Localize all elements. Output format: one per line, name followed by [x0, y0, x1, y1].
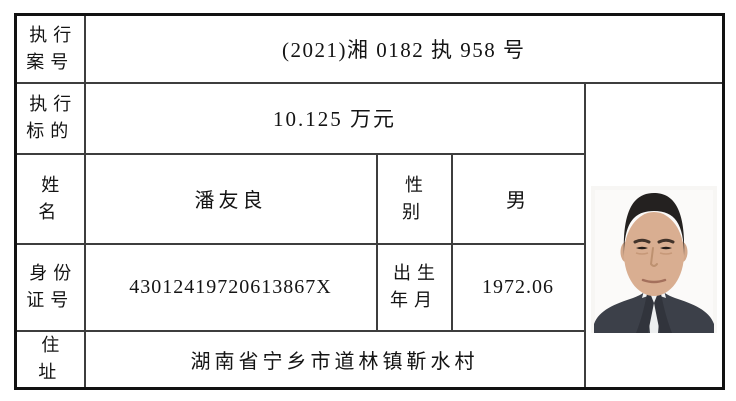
enforcement-info-table: 执行 案号 (2021)湘 0182 执 958 号 执行 标的 10.125 …	[14, 13, 725, 390]
id-number-value: 43012419720613867X	[83, 242, 378, 332]
address-value: 湖南省宁乡市道林镇靳水村	[83, 329, 586, 390]
row-id-birth: 身份 证号 43012419720613867X 出生 年月 1972.06	[14, 242, 724, 332]
row-enforcement-target: 执行 标的 10.125 万元	[14, 81, 725, 390]
row-name-gender: 姓 名 潘友良 性 别 男	[14, 152, 724, 245]
id-portrait-photo	[590, 185, 717, 333]
name-value: 潘友良	[83, 152, 378, 245]
case-number-label: 执行 案号	[14, 13, 86, 84]
name-label: 姓 名	[14, 152, 86, 245]
portrait-man-icon	[590, 185, 717, 333]
address-label: 住 址	[14, 329, 86, 390]
enforcement-target-label: 执行 标的	[14, 81, 86, 155]
birth-date-value: 1972.06	[450, 242, 586, 332]
gender-label: 性 别	[375, 152, 453, 245]
birth-date-label: 出生 年月	[375, 242, 453, 332]
gender-value: 男	[450, 152, 586, 245]
row-case-number: 执行 案号 (2021)湘 0182 执 958 号	[14, 13, 725, 84]
id-number-label: 身份 证号	[14, 242, 86, 332]
case-number-value: (2021)湘 0182 执 958 号	[83, 13, 725, 84]
enforcement-target-value: 10.125 万元	[83, 81, 586, 155]
photo-cell	[583, 81, 725, 390]
row-address: 住 址 湖南省宁乡市道林镇靳水村	[14, 329, 724, 390]
